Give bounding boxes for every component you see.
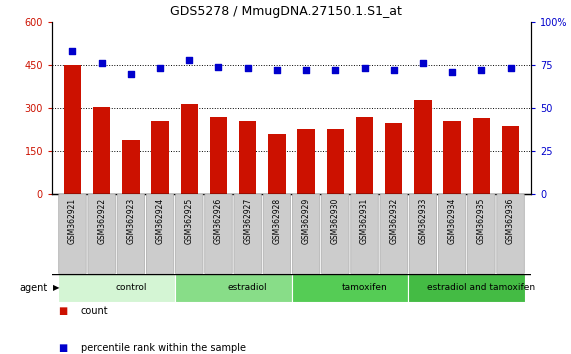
Bar bbox=[58, 274, 175, 302]
Bar bbox=[93, 107, 110, 194]
Text: estradiol: estradiol bbox=[228, 284, 267, 292]
Text: ■: ■ bbox=[58, 343, 67, 353]
Point bbox=[477, 67, 486, 73]
Text: GDS5278 / MmugDNA.27150.1.S1_at: GDS5278 / MmugDNA.27150.1.S1_at bbox=[170, 5, 401, 18]
Text: GSM362926: GSM362926 bbox=[214, 198, 223, 244]
FancyBboxPatch shape bbox=[439, 194, 466, 274]
Bar bbox=[122, 139, 140, 194]
FancyBboxPatch shape bbox=[146, 194, 174, 274]
Text: tamoxifen: tamoxifen bbox=[341, 284, 387, 292]
Text: ■: ■ bbox=[58, 306, 67, 315]
Text: GSM362934: GSM362934 bbox=[448, 198, 457, 244]
Bar bbox=[239, 121, 256, 194]
Bar bbox=[385, 123, 403, 194]
Bar bbox=[408, 274, 525, 302]
FancyBboxPatch shape bbox=[409, 194, 437, 274]
FancyBboxPatch shape bbox=[234, 194, 262, 274]
Text: ▶: ▶ bbox=[53, 284, 59, 292]
Text: GSM362930: GSM362930 bbox=[331, 198, 340, 244]
Text: GSM362923: GSM362923 bbox=[126, 198, 135, 244]
Text: count: count bbox=[81, 306, 108, 315]
Text: estradiol and tamoxifen: estradiol and tamoxifen bbox=[427, 284, 536, 292]
FancyBboxPatch shape bbox=[263, 194, 291, 274]
Text: GSM362932: GSM362932 bbox=[389, 198, 398, 244]
Bar bbox=[327, 129, 344, 194]
Bar bbox=[64, 65, 81, 194]
FancyBboxPatch shape bbox=[175, 194, 203, 274]
Point bbox=[214, 64, 223, 69]
Bar bbox=[297, 129, 315, 194]
Bar bbox=[443, 121, 461, 194]
Bar bbox=[473, 118, 490, 194]
Text: GSM362929: GSM362929 bbox=[301, 198, 311, 244]
Point bbox=[331, 67, 340, 73]
Text: control: control bbox=[115, 284, 147, 292]
Bar bbox=[356, 116, 373, 194]
FancyBboxPatch shape bbox=[351, 194, 378, 274]
Point bbox=[419, 61, 428, 66]
Text: GSM362936: GSM362936 bbox=[506, 198, 515, 244]
Point bbox=[126, 71, 135, 76]
Text: GSM362931: GSM362931 bbox=[360, 198, 369, 244]
Point bbox=[272, 67, 282, 73]
Bar bbox=[414, 100, 432, 194]
Point bbox=[155, 65, 164, 71]
FancyBboxPatch shape bbox=[292, 194, 320, 274]
Text: GSM362924: GSM362924 bbox=[155, 198, 164, 244]
Bar bbox=[180, 104, 198, 194]
Bar bbox=[292, 274, 408, 302]
Point bbox=[97, 61, 106, 66]
Bar bbox=[151, 121, 169, 194]
Point bbox=[506, 65, 515, 71]
Text: GSM362933: GSM362933 bbox=[419, 198, 428, 244]
FancyBboxPatch shape bbox=[59, 194, 86, 274]
Point bbox=[68, 48, 77, 54]
Bar bbox=[210, 117, 227, 194]
FancyBboxPatch shape bbox=[380, 194, 408, 274]
Text: GSM362928: GSM362928 bbox=[272, 198, 282, 244]
Text: GSM362927: GSM362927 bbox=[243, 198, 252, 244]
Text: GSM362921: GSM362921 bbox=[68, 198, 77, 244]
Point bbox=[448, 69, 457, 75]
FancyBboxPatch shape bbox=[497, 194, 524, 274]
Bar bbox=[502, 126, 519, 194]
Point bbox=[389, 67, 399, 73]
FancyBboxPatch shape bbox=[88, 194, 115, 274]
Point bbox=[243, 65, 252, 71]
FancyBboxPatch shape bbox=[117, 194, 144, 274]
Point bbox=[184, 57, 194, 63]
FancyBboxPatch shape bbox=[205, 194, 232, 274]
Text: percentile rank within the sample: percentile rank within the sample bbox=[81, 343, 246, 353]
Point bbox=[301, 67, 311, 73]
FancyBboxPatch shape bbox=[468, 194, 495, 274]
FancyBboxPatch shape bbox=[321, 194, 349, 274]
Bar bbox=[268, 134, 286, 194]
Text: GSM362925: GSM362925 bbox=[185, 198, 194, 244]
Point bbox=[360, 65, 369, 71]
Bar bbox=[175, 274, 292, 302]
Text: GSM362922: GSM362922 bbox=[97, 198, 106, 244]
Text: agent: agent bbox=[19, 283, 47, 293]
Text: GSM362935: GSM362935 bbox=[477, 198, 486, 244]
